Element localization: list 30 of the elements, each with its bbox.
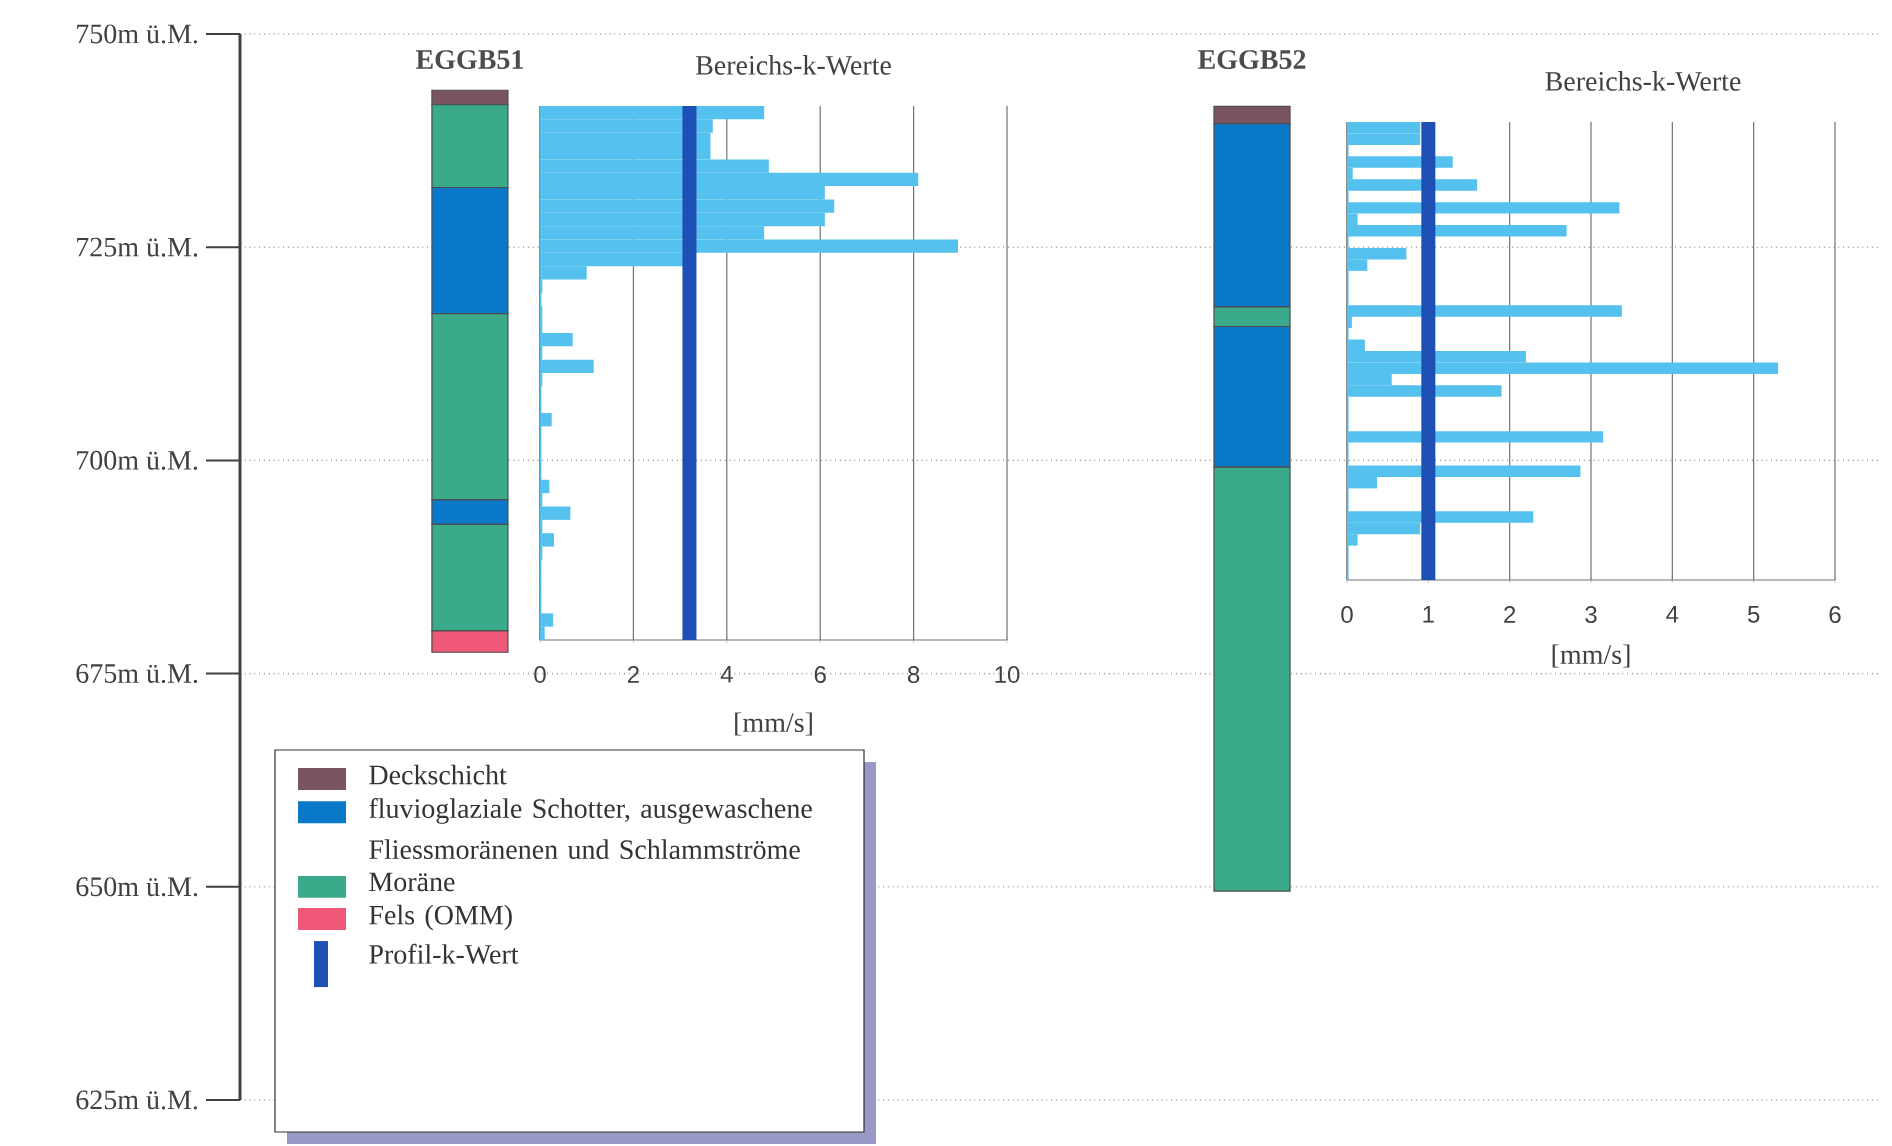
y-tick-label: 675m ü.M. — [76, 664, 198, 684]
x-tick-label: 2 — [627, 666, 639, 683]
x-tick-label: 10 — [995, 666, 1020, 684]
x-tick-label: 8 — [907, 666, 920, 684]
chart-title: Bereichs-k-Werte — [695, 55, 891, 75]
chart-title: Bereichs-k-Werte — [1545, 71, 1741, 91]
x-tick-label: 6 — [1829, 606, 1841, 624]
x-tick-label: 0 — [534, 666, 546, 684]
x-tick-label: 3 — [1585, 606, 1597, 624]
x-tick-label: 2 — [1504, 606, 1516, 623]
legend-label: Fels (OMM) — [369, 904, 512, 931]
y-tick-label: 625m ü.M. — [76, 1090, 198, 1110]
legend-label: fluvioglaziale Schotter, ausgewaschene Fliessmoränenen und Schlammströme — [369, 798, 812, 860]
x-tick-label: 4 — [1666, 606, 1679, 623]
legend-label: Profil-k-Wert — [369, 943, 519, 965]
y-tick-label: 650m ü.M. — [76, 877, 198, 897]
x-tick-label: 5 — [1747, 606, 1760, 623]
x-axis-title: [mm/s] — [735, 712, 812, 736]
x-tick-label: 4 — [720, 666, 733, 683]
legend-label: Deckschicht — [369, 764, 507, 785]
legend-label: Moräne — [369, 872, 455, 892]
x-axis-title: [mm/s] — [1552, 644, 1630, 668]
x-tick-label: EGGB52 — [1198, 50, 1306, 69]
y-tick-label: 750m ü.M. — [77, 24, 198, 44]
x-tick-label: EGGB51 — [415, 50, 523, 69]
x-tick-label: 6 — [814, 666, 826, 684]
y-tick-label: 700m ü.M. — [77, 450, 198, 470]
y-tick-label: 725m ü.M. — [77, 237, 198, 257]
x-tick-label: 0 — [1341, 606, 1353, 624]
x-tick-label: 1 — [1423, 606, 1434, 623]
